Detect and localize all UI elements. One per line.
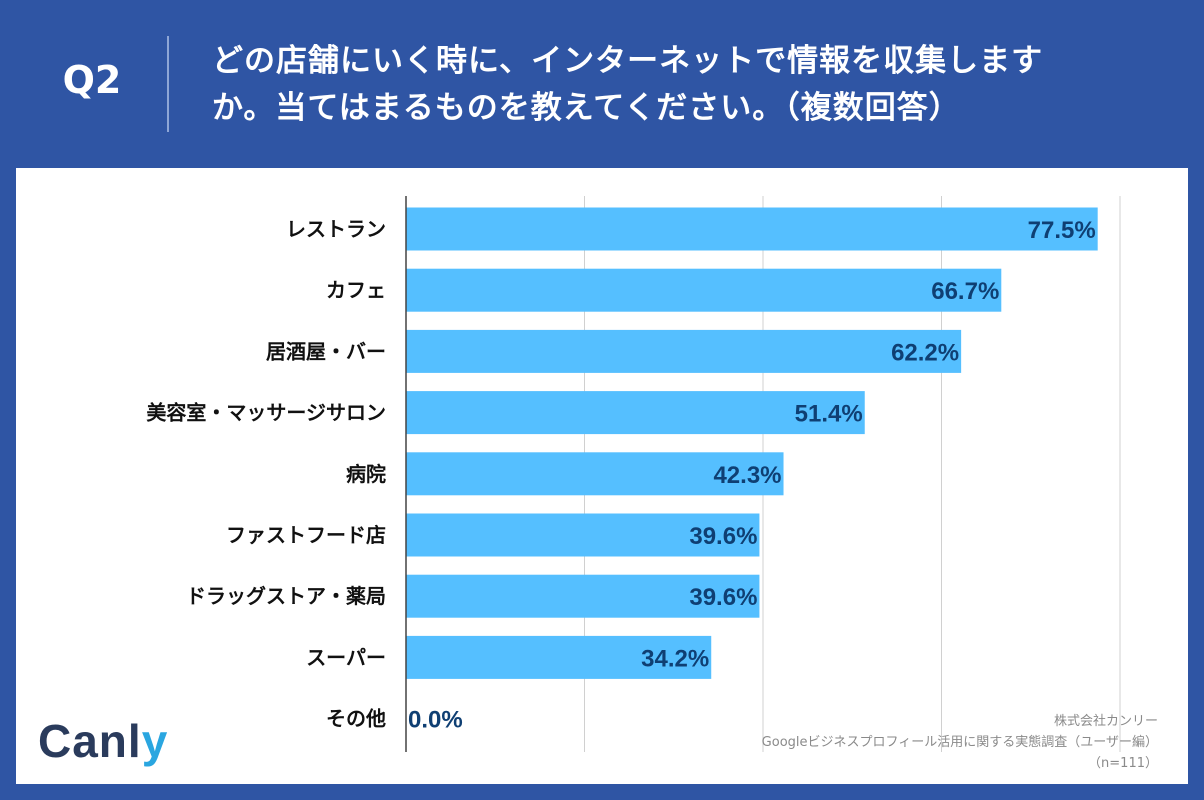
source-company: 株式会社カンリー <box>1053 714 1158 729</box>
canly-logo: Canly <box>38 714 168 768</box>
value-label: 0.0% <box>408 707 463 734</box>
bar-2 <box>406 268 1002 312</box>
bar-1 <box>406 207 1098 251</box>
logo-text: Canl <box>38 715 142 767</box>
category-label: レストラン <box>286 217 386 241</box>
source-sample-size: （n=111） <box>1088 756 1158 771</box>
category-label: 美容室・マッサージサロン <box>146 401 386 425</box>
category-label: カフェ <box>326 278 386 302</box>
category-label: その他 <box>326 707 386 731</box>
bar-4 <box>406 391 865 435</box>
header: Q2 どの店舗にいく時に、インターネットで情報を収集します か。当てはまるものを… <box>0 0 1204 168</box>
value-labels: 77.5% 66.7% 62.2% 51.4% 42.3% 39.6% 39.6% 34.2%… <box>408 217 1096 734</box>
category-label: ドラッグストア・薬局 <box>186 584 386 608</box>
category-label: 居酒屋・バー <box>266 339 386 363</box>
category-labels: レストランカフェ居酒屋・バー美容室・マッサージサロン病院ファストフード店ドラッグ… <box>146 217 386 731</box>
value-label: 77.5% <box>1028 217 1096 244</box>
question-line-2: か。当てはまるものを教えてください。（複数回答） <box>212 90 961 126</box>
bar-7 <box>406 574 760 618</box>
question-line-1: どの店舗にいく時に、インターネットで情報を収集します <box>212 43 1044 79</box>
value-label: 51.4% <box>795 401 863 428</box>
value-label: 39.6% <box>689 523 757 550</box>
bar-5 <box>406 452 784 496</box>
bar-8 <box>406 635 712 679</box>
category-label: 病院 <box>346 462 386 486</box>
bar-3 <box>406 329 962 373</box>
category-label: ファストフード店 <box>226 523 386 547</box>
question-text: どの店舗にいく時に、インターネットで情報を収集します か。当てはまるものを教えて… <box>212 38 1142 132</box>
logo-accent: y <box>141 715 169 767</box>
question-number: Q2 <box>62 58 122 102</box>
value-label: 66.7% <box>931 278 999 305</box>
value-label: 42.3% <box>713 462 781 489</box>
bars <box>406 207 1098 679</box>
value-label: 62.2% <box>891 339 959 366</box>
value-label: 34.2% <box>641 645 709 672</box>
header-divider <box>167 36 169 132</box>
value-label: 39.6% <box>689 584 757 611</box>
source-note: 株式会社カンリー Googleビジネスプロフィール活用に関する実態調査（ユーザー… <box>638 711 1158 774</box>
source-survey: Googleビジネスプロフィール活用に関する実態調査（ユーザー編） <box>761 735 1158 750</box>
bar-6 <box>406 513 760 557</box>
category-label: スーパー <box>306 645 386 669</box>
